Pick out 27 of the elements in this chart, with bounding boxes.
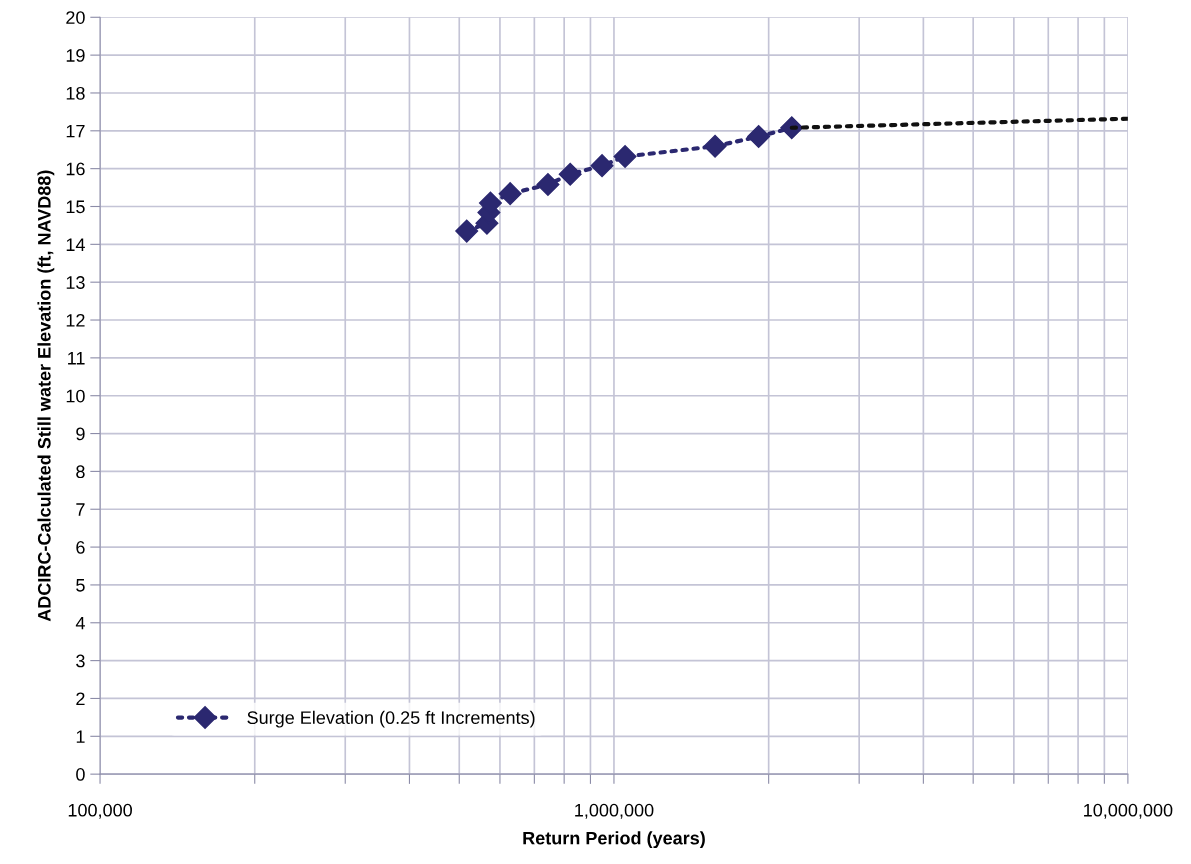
x-tick-label: 10,000,000 (1084, 803, 1173, 819)
y-tick-label: 1 (76, 730, 85, 743)
y-tick-label: 14 (66, 238, 85, 251)
y-tick-label: 20 (66, 11, 85, 24)
legend-label: Surge Elevation (0.25 ft Increments) (247, 710, 535, 728)
y-tick-label: 4 (75, 616, 85, 630)
y-tick-label: 7 (76, 503, 85, 516)
y-tick-label: 6 (76, 541, 85, 554)
y-tick-label: 2 (76, 692, 85, 705)
y-tick-label: 9 (76, 427, 85, 441)
y-tick-label: 19 (66, 49, 85, 62)
y-tick-label: 16 (66, 162, 85, 176)
y-tick-label: 18 (66, 86, 85, 100)
y-axis-title: ADCIRC-Calculated Still water Elevation (ft, NAVD88) (37, 170, 55, 622)
y-tick-label: 3 (76, 654, 85, 668)
x-tick-label: 1,000,000 (575, 803, 654, 819)
y-tick-label: 13 (66, 276, 85, 289)
x-axis-title: Return Period (years) (523, 831, 705, 849)
y-tick-label: 15 (66, 200, 85, 214)
y-tick-label: 10 (66, 389, 85, 403)
y-tick-label: 0 (76, 768, 85, 781)
x-tick-label: 100,000 (68, 803, 132, 819)
y-tick-label: 11 (68, 351, 85, 365)
y-tick-label: 5 (76, 579, 85, 592)
y-tick-label: 12 (66, 313, 85, 327)
y-tick-label: 8 (76, 465, 85, 479)
y-tick-label: 17 (66, 124, 85, 138)
